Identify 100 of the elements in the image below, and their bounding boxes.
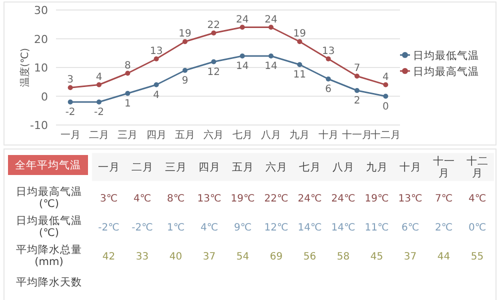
x-tick-label: 二月 <box>89 130 109 141</box>
text: 4℃ <box>200 222 218 234</box>
data-label: 12 <box>207 66 220 78</box>
y-tick-label: 0 <box>41 90 48 104</box>
category-label: 日均最高气温 (℃) <box>16 186 82 210</box>
point <box>154 82 159 88</box>
point <box>125 90 130 96</box>
category-label: 三月 <box>164 162 187 174</box>
text: 37 <box>404 252 417 262</box>
x-tick-label: 七月 <box>232 129 252 141</box>
x-tick-label: 九月 <box>290 129 310 141</box>
data-label: 14 <box>264 61 278 72</box>
data-label: 22 <box>207 20 220 31</box>
point <box>354 74 360 79</box>
text: 42 <box>102 252 116 262</box>
text: -2℃ <box>132 222 153 234</box>
y-tick-label: 20 <box>34 32 48 46</box>
category-label: 十月 <box>399 160 422 174</box>
point <box>240 24 245 30</box>
category-label: 九月 <box>366 160 388 174</box>
data-label: 3 <box>67 74 74 86</box>
text: 14℃ <box>298 222 322 234</box>
text: 12℃ <box>264 222 288 234</box>
data-label: 0 <box>382 101 389 112</box>
text: 44 <box>437 252 450 262</box>
text: 19℃ <box>364 194 389 204</box>
text: 55 <box>470 252 484 262</box>
point <box>211 59 216 64</box>
point <box>268 24 274 30</box>
text: 13℃ <box>398 194 422 204</box>
y-tick-label: 30 <box>34 4 48 17</box>
x-tick-label: 八月 <box>261 130 281 141</box>
category-label: 十二月 <box>466 154 488 180</box>
text: 8℃ <box>166 194 185 204</box>
data-label: 4 <box>382 72 389 83</box>
text: 4℃ <box>133 194 152 204</box>
category-label: 平均降水天数 <box>16 276 82 289</box>
text: 45 <box>370 252 384 262</box>
text: 69 <box>270 252 283 262</box>
text: 7℃ <box>434 194 453 204</box>
text: 58 <box>336 252 350 262</box>
x-tick-label: 三月 <box>118 130 138 141</box>
data-label: 9 <box>182 75 188 86</box>
text: 4℃ <box>468 194 486 204</box>
y-axis-title: 温度(℃) <box>19 48 31 88</box>
point <box>383 82 388 88</box>
legend-label: 日均最高气温 <box>413 65 479 78</box>
point <box>383 94 388 99</box>
data-label: 8 <box>124 60 131 72</box>
data-label: 7 <box>354 63 360 74</box>
text: 24℃ <box>298 194 322 204</box>
text: 37 <box>202 252 216 262</box>
category-label: 七月 <box>298 160 321 174</box>
data-label: 24 <box>236 14 249 26</box>
text: -2℃ <box>98 222 120 234</box>
text: 13℃ <box>197 194 222 204</box>
y-tick-label: 10 <box>34 62 48 74</box>
text: 3℃ <box>100 194 118 204</box>
category-label: 五月 <box>232 162 254 174</box>
data-label: -2 <box>94 107 104 118</box>
text: 14℃ <box>331 222 356 234</box>
x-tick-label: 六月 <box>204 129 224 141</box>
text: 19℃ <box>230 194 255 204</box>
text: 1℃ <box>166 222 185 234</box>
point <box>268 54 274 58</box>
point <box>297 62 302 68</box>
legend-label: 日均最低气温 <box>413 50 479 62</box>
y-tick-label: -10 <box>30 119 48 132</box>
point <box>354 88 360 93</box>
data-label: 2 <box>354 96 360 106</box>
data-label: 19 <box>293 28 306 40</box>
data-label: 14 <box>236 61 249 72</box>
text: 0℃ <box>468 222 486 234</box>
x-tick-label: 五月 <box>175 130 195 141</box>
text: 6℃ <box>401 222 420 234</box>
point <box>297 39 302 44</box>
data-label: 13 <box>322 46 335 57</box>
data-label: -2 <box>65 107 76 118</box>
data-label: 4 <box>96 72 102 83</box>
text: 54 <box>236 252 250 262</box>
text: 33 <box>136 252 149 262</box>
point <box>154 56 159 62</box>
point <box>68 100 73 104</box>
data-label: 13 <box>150 46 163 57</box>
point <box>240 54 245 58</box>
text: 24℃ <box>331 194 356 204</box>
point <box>326 56 331 62</box>
category-label: 二月 <box>131 162 154 174</box>
point <box>96 100 102 104</box>
data-label: 1 <box>124 98 131 110</box>
text: 2℃ <box>434 222 453 234</box>
data-label: 19 <box>178 28 192 40</box>
category-label: 八月 <box>332 162 354 174</box>
x-tick-label: 十一月 <box>342 129 372 141</box>
text: 11℃ <box>364 222 389 234</box>
point <box>125 70 130 76</box>
text: 56 <box>303 252 316 262</box>
data-label: 6 <box>325 84 332 95</box>
category-label: 十一月 <box>432 154 455 180</box>
point <box>211 30 216 36</box>
